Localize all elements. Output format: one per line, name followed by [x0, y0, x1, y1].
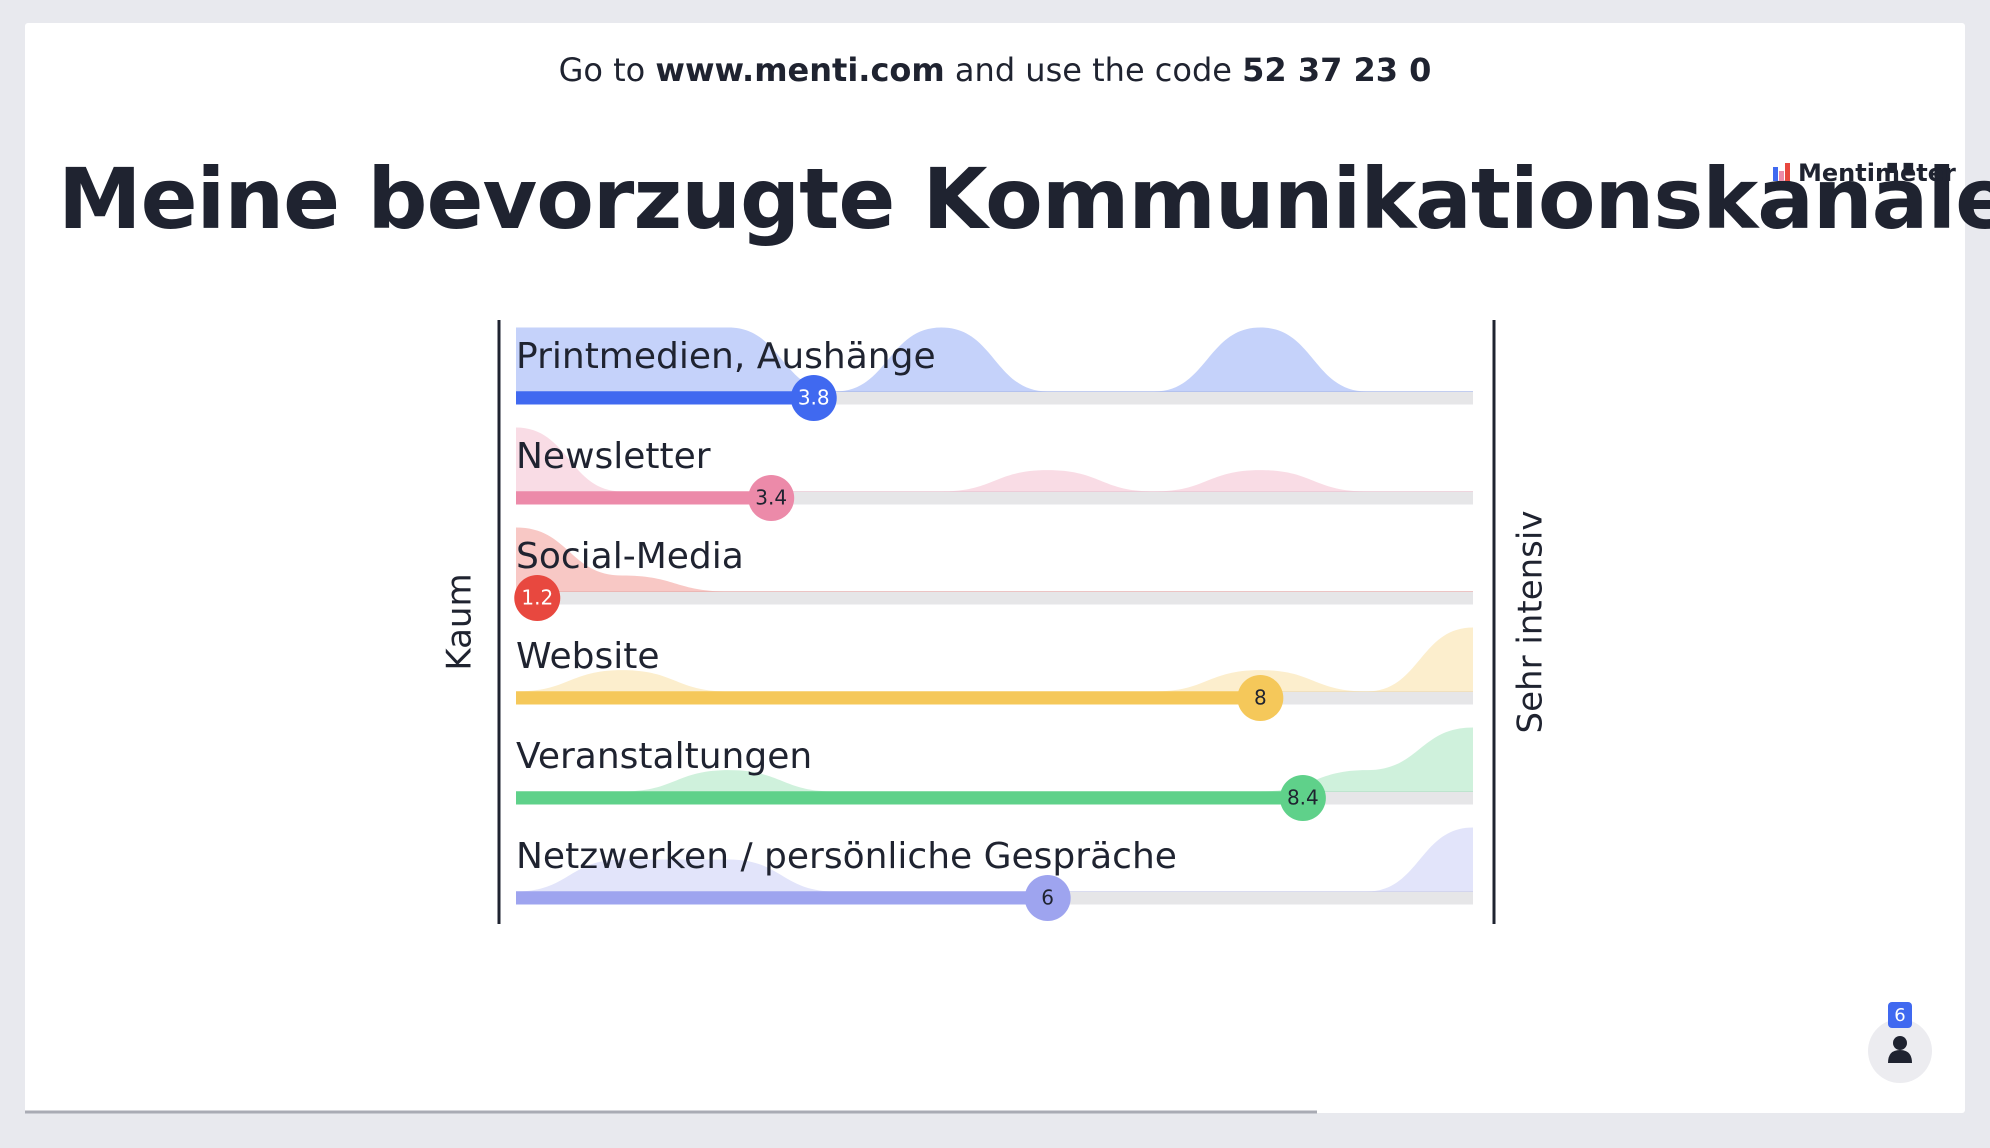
distribution-area — [516, 427, 1473, 492]
category-label: Social-Media — [516, 536, 744, 577]
brand-name: Mentimeter — [1798, 159, 1956, 187]
max-label: Sehr intensiv — [1511, 511, 1551, 734]
person-icon — [1893, 1036, 1907, 1050]
logo-bar — [1779, 171, 1784, 181]
value-marker — [1279, 775, 1326, 821]
join-instructions: Go to www.menti.com and use the code 52 … — [559, 51, 1432, 89]
value-marker — [790, 375, 837, 421]
value-marker — [514, 575, 561, 621]
scale-bar — [516, 791, 1303, 805]
join-prefix: Go to — [559, 51, 646, 89]
logo-bar — [1785, 163, 1790, 181]
slide-title: Meine bevorzugte Kommunikationskanäle — [58, 150, 1990, 248]
slide-card — [25, 23, 1965, 1113]
value-marker — [1024, 875, 1071, 921]
value-marker — [748, 475, 795, 521]
scale-bar — [516, 891, 1048, 905]
category-label: Veranstaltungen — [516, 736, 812, 777]
value-label: 8.4 — [1287, 786, 1319, 810]
scale-bar — [516, 491, 772, 505]
distribution-area — [516, 627, 1473, 692]
participants-badge — [1888, 1002, 1912, 1028]
value-label: 8 — [1254, 686, 1267, 710]
distribution-area — [516, 527, 1473, 592]
category-label: Newsletter — [516, 436, 711, 477]
distribution-area — [516, 827, 1473, 892]
join-middle: and use the code — [955, 51, 1232, 89]
category-label: Website — [516, 636, 660, 677]
distribution-area — [516, 327, 1473, 392]
join-url: www.menti.com — [655, 51, 944, 89]
scale-track — [516, 591, 1473, 605]
participants-count: 6 — [1894, 1005, 1905, 1026]
person-icon — [1888, 1050, 1912, 1063]
category-label: Netzwerken / persönliche Gespräche — [516, 836, 1177, 877]
logo-bar — [1773, 167, 1778, 181]
min-label: Kaum — [440, 573, 480, 670]
category-label: Printmedien, Aushänge — [516, 336, 936, 377]
value-label: 6 — [1041, 886, 1054, 910]
scale-bar — [516, 691, 1261, 705]
join-code: 52 37 23 0 — [1242, 51, 1431, 89]
distribution-area — [516, 727, 1473, 792]
value-label: 3.4 — [755, 486, 787, 510]
scale-rows: Printmedien, Aushänge 3.8 Newsletter 3.4 Soc… — [514, 327, 1473, 921]
value-label: 1.2 — [521, 586, 553, 610]
brand-logo: Mentimeter — [1773, 159, 1956, 187]
value-marker — [1237, 675, 1284, 721]
value-label: 3.8 — [798, 386, 830, 410]
scale-bar — [516, 391, 814, 405]
